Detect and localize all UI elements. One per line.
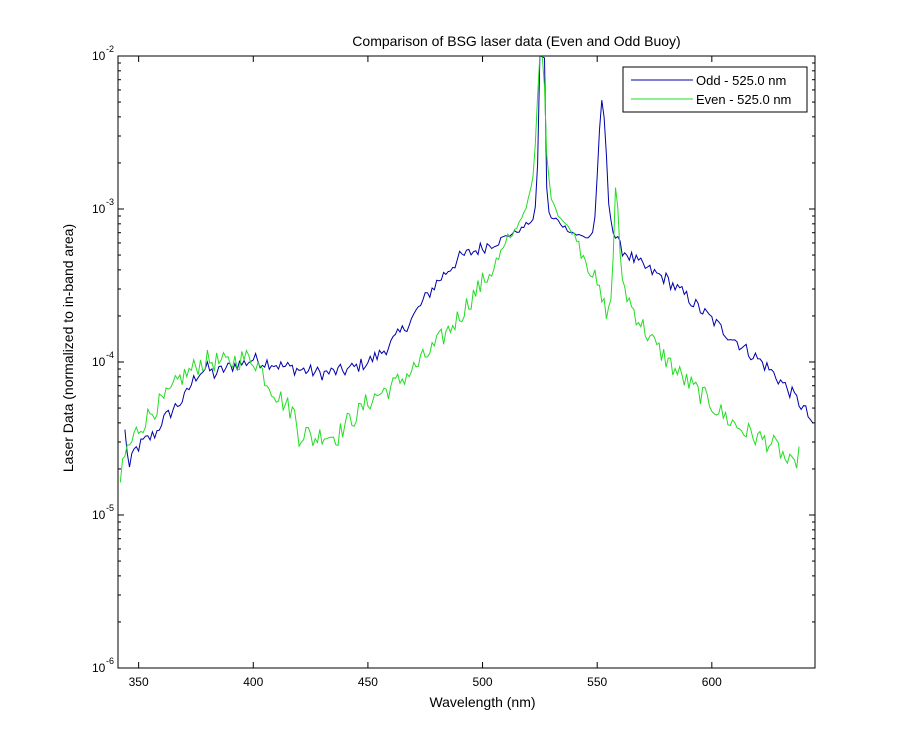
x-tick-label: 500 xyxy=(473,675,493,689)
y-tick-exponent: -2 xyxy=(106,44,114,54)
legend-label-even: Even - 525.0 nm xyxy=(696,92,791,107)
y-tick-label: 10 xyxy=(92,202,106,216)
y-tick-label: 10 xyxy=(92,508,106,522)
x-tick-label: 350 xyxy=(129,675,149,689)
legend-box xyxy=(622,66,808,113)
plot-area xyxy=(118,56,815,668)
y-tick-label: 10 xyxy=(92,661,106,675)
legend-label-odd: Odd - 525.0 nm xyxy=(696,73,786,88)
y-axis-label: Laser Data (normalized to in-band area) xyxy=(60,224,76,472)
y-tick-exponent: -5 xyxy=(106,503,114,513)
x-axis-ticks: 350 400 450 500 550 600 xyxy=(129,56,722,689)
y-tick-exponent: -4 xyxy=(106,350,114,360)
legend: Odd - 525.0 nm Even - 525.0 nm xyxy=(622,66,808,113)
y-tick-label: 10 xyxy=(92,49,106,63)
x-axis-label: Wavelength (nm) xyxy=(429,694,535,710)
x-tick-label: 400 xyxy=(243,675,263,689)
y-axis-ticks: 10-610-510-410-310-2 xyxy=(92,44,815,675)
x-tick-label: 600 xyxy=(702,675,722,689)
x-tick-label: 450 xyxy=(358,675,378,689)
y-tick-exponent: -3 xyxy=(106,197,114,207)
series-line-odd xyxy=(124,56,814,468)
x-tick-label: 550 xyxy=(587,675,607,689)
chart-title: Comparison of BSG laser data (Even and O… xyxy=(352,33,680,49)
y-tick-label: 10 xyxy=(92,355,106,369)
series-line-even xyxy=(119,56,800,483)
y-tick-exponent: -6 xyxy=(106,656,114,666)
series-layer xyxy=(119,56,814,483)
